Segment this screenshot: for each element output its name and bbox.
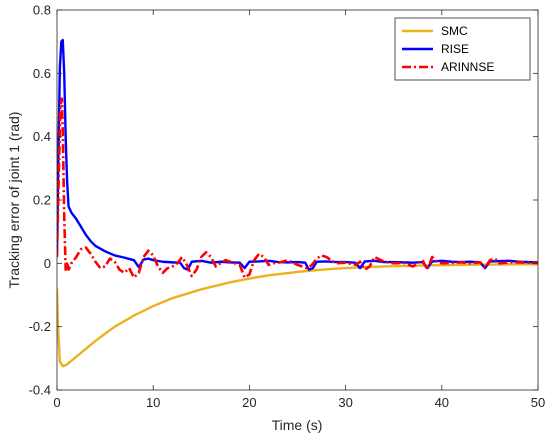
y-tick-label: 0.4: [33, 129, 51, 144]
x-tick-label: 0: [53, 395, 60, 410]
x-tick-label: 10: [146, 395, 160, 410]
y-axis-label: Tracking error of joint 1 (rad): [6, 112, 22, 289]
x-tick-label: 30: [338, 395, 352, 410]
legend: SMC RISE ARINNSE: [394, 17, 531, 81]
x-tick-label: 40: [435, 395, 449, 410]
y-tick-label: 0: [44, 256, 51, 271]
y-tick-label: 0.8: [33, 3, 51, 18]
legend-label: ARINNSE: [441, 60, 494, 74]
y-tick-label: -0.2: [29, 319, 51, 334]
legend-label: RISE: [441, 42, 469, 56]
series-line-arinnse: [57, 97, 538, 279]
y-tick-label: 0.6: [33, 66, 51, 81]
x-axis-label: Time (s): [272, 417, 323, 433]
x-tick-label: 50: [531, 395, 545, 410]
series-line-smc: [57, 263, 538, 368]
legend-label: SMC: [441, 24, 468, 38]
x-tick-label: 20: [242, 395, 256, 410]
y-tick-label: 0.2: [33, 193, 51, 208]
y-tick-label: -0.4: [29, 383, 51, 398]
